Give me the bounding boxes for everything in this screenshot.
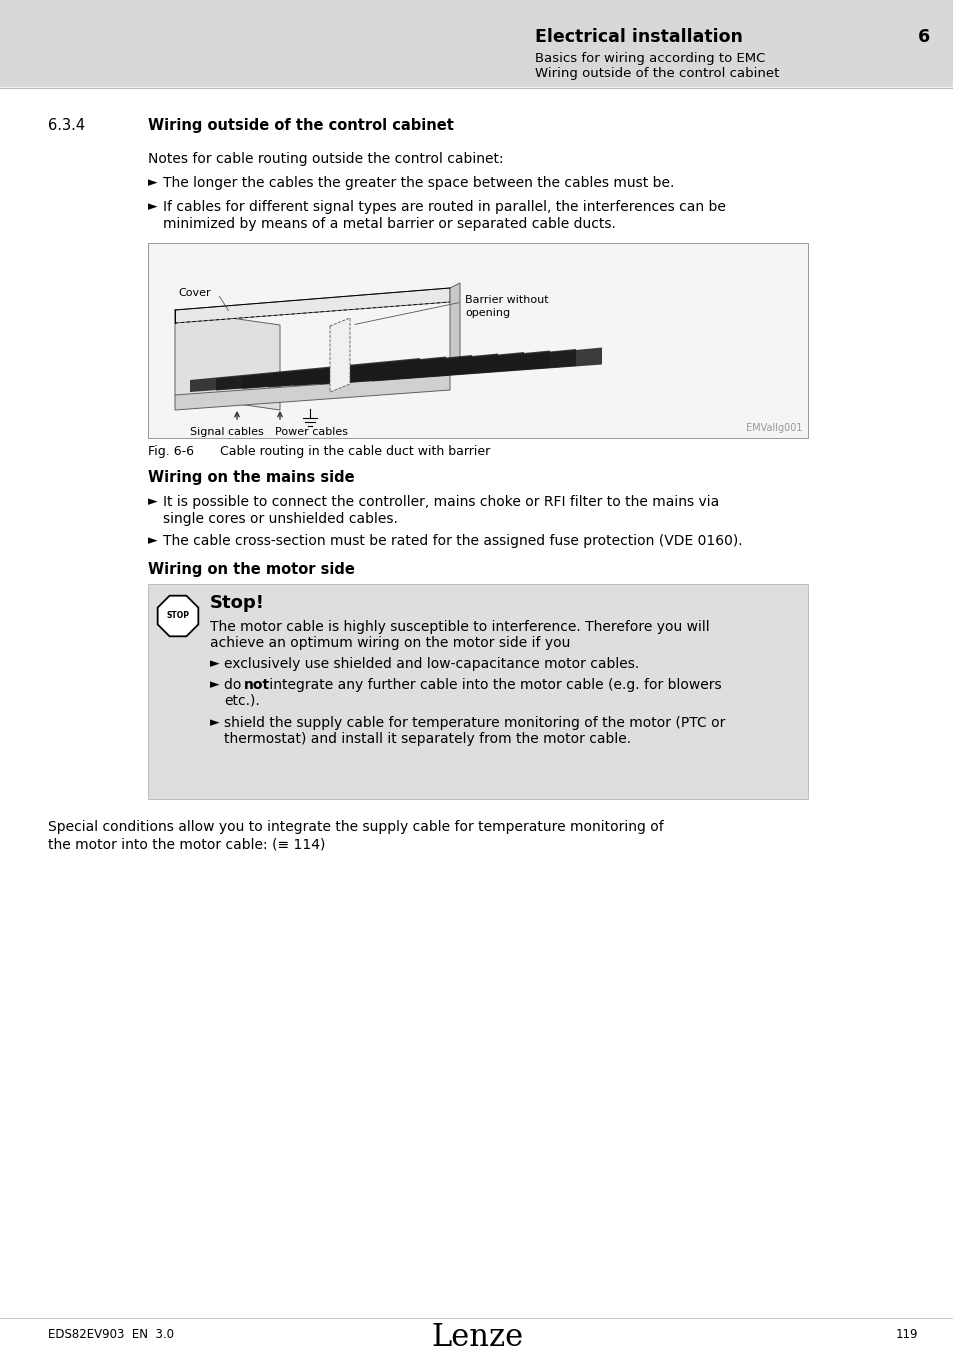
Polygon shape (330, 319, 350, 391)
Text: STOP: STOP (167, 612, 190, 621)
Text: achieve an optimum wiring on the motor side if you: achieve an optimum wiring on the motor s… (210, 636, 570, 649)
Text: Notes for cable routing outside the control cabinet:: Notes for cable routing outside the cont… (148, 153, 503, 166)
Bar (148, 585, 807, 799)
Polygon shape (215, 356, 446, 390)
Polygon shape (346, 350, 576, 383)
Polygon shape (268, 354, 497, 387)
Text: do: do (224, 678, 246, 693)
Text: Signal cables: Signal cables (190, 427, 263, 437)
Text: The cable cross-section must be rated for the assigned fuse protection (VDE 0160: The cable cross-section must be rated fo… (163, 535, 741, 548)
Text: Lenze: Lenze (431, 1322, 522, 1350)
Polygon shape (174, 375, 450, 410)
Polygon shape (319, 351, 550, 385)
Text: ►: ► (210, 678, 219, 691)
Polygon shape (242, 355, 472, 389)
Text: not: not (244, 678, 270, 693)
Text: Electrical installation: Electrical installation (535, 28, 742, 46)
Text: EDS82EV903  EN  3.0: EDS82EV903 EN 3.0 (48, 1328, 173, 1341)
Text: It is possible to connect the controller, mains choke or RFI filter to the mains: It is possible to connect the controller… (163, 495, 719, 509)
Text: Cover: Cover (178, 288, 211, 298)
Text: ►: ► (148, 176, 157, 189)
Text: integrate any further cable into the motor cable (e.g. for blowers: integrate any further cable into the mot… (265, 678, 720, 693)
Polygon shape (174, 288, 450, 323)
Text: minimized by means of a metal barrier or separated cable ducts.: minimized by means of a metal barrier or… (163, 217, 616, 231)
Polygon shape (190, 358, 419, 391)
Text: Wiring outside of the control cabinet: Wiring outside of the control cabinet (148, 117, 454, 134)
Bar (0, 0, 953, 86)
Text: The longer the cables the greater the space between the cables must be.: The longer the cables the greater the sp… (163, 176, 674, 190)
Polygon shape (157, 595, 198, 636)
Text: ►: ► (148, 535, 157, 547)
Text: the motor into the motor cable: (≡ 114): the motor into the motor cable: (≡ 114) (48, 837, 325, 850)
Text: Basics for wiring according to EMC: Basics for wiring according to EMC (535, 53, 764, 65)
Text: ►: ► (148, 495, 157, 508)
Text: ►: ► (148, 200, 157, 213)
Text: Wiring on the motor side: Wiring on the motor side (148, 562, 355, 576)
Text: 6.3.4: 6.3.4 (48, 117, 85, 134)
Polygon shape (450, 284, 459, 375)
Text: 119: 119 (895, 1328, 917, 1341)
Text: 6: 6 (917, 28, 929, 46)
Text: Wiring on the mains side: Wiring on the mains side (148, 470, 355, 485)
Text: Fig. 6-6: Fig. 6-6 (148, 446, 193, 458)
Text: ►: ► (210, 657, 219, 670)
Polygon shape (294, 352, 523, 386)
Text: If cables for different signal types are routed in parallel, the interferences c: If cables for different signal types are… (163, 200, 725, 215)
Text: exclusively use shielded and low-capacitance motor cables.: exclusively use shielded and low-capacit… (224, 657, 639, 671)
Text: thermostat) and install it separately from the motor cable.: thermostat) and install it separately fr… (224, 732, 631, 747)
Text: Barrier without: Barrier without (464, 296, 548, 305)
Polygon shape (174, 310, 280, 410)
Text: Special conditions allow you to integrate the supply cable for temperature monit: Special conditions allow you to integrat… (48, 819, 663, 834)
Text: etc.).: etc.). (224, 694, 259, 707)
Text: The motor cable is highly susceptible to interference. Therefore you will: The motor cable is highly susceptible to… (210, 620, 709, 634)
Text: opening: opening (464, 308, 510, 319)
Text: Wiring outside of the control cabinet: Wiring outside of the control cabinet (535, 68, 779, 80)
Text: shield the supply cable for temperature monitoring of the motor (PTC or: shield the supply cable for temperature … (224, 716, 724, 730)
Text: single cores or unshielded cables.: single cores or unshielded cables. (163, 512, 397, 526)
Text: Power cables: Power cables (274, 427, 348, 437)
Text: ►: ► (210, 716, 219, 729)
Text: Cable routing in the cable duct with barrier: Cable routing in the cable duct with bar… (220, 446, 490, 458)
Text: Stop!: Stop! (210, 594, 265, 612)
Bar (148, 243, 807, 437)
Polygon shape (372, 347, 601, 382)
Text: EMVallg001: EMVallg001 (745, 423, 802, 433)
